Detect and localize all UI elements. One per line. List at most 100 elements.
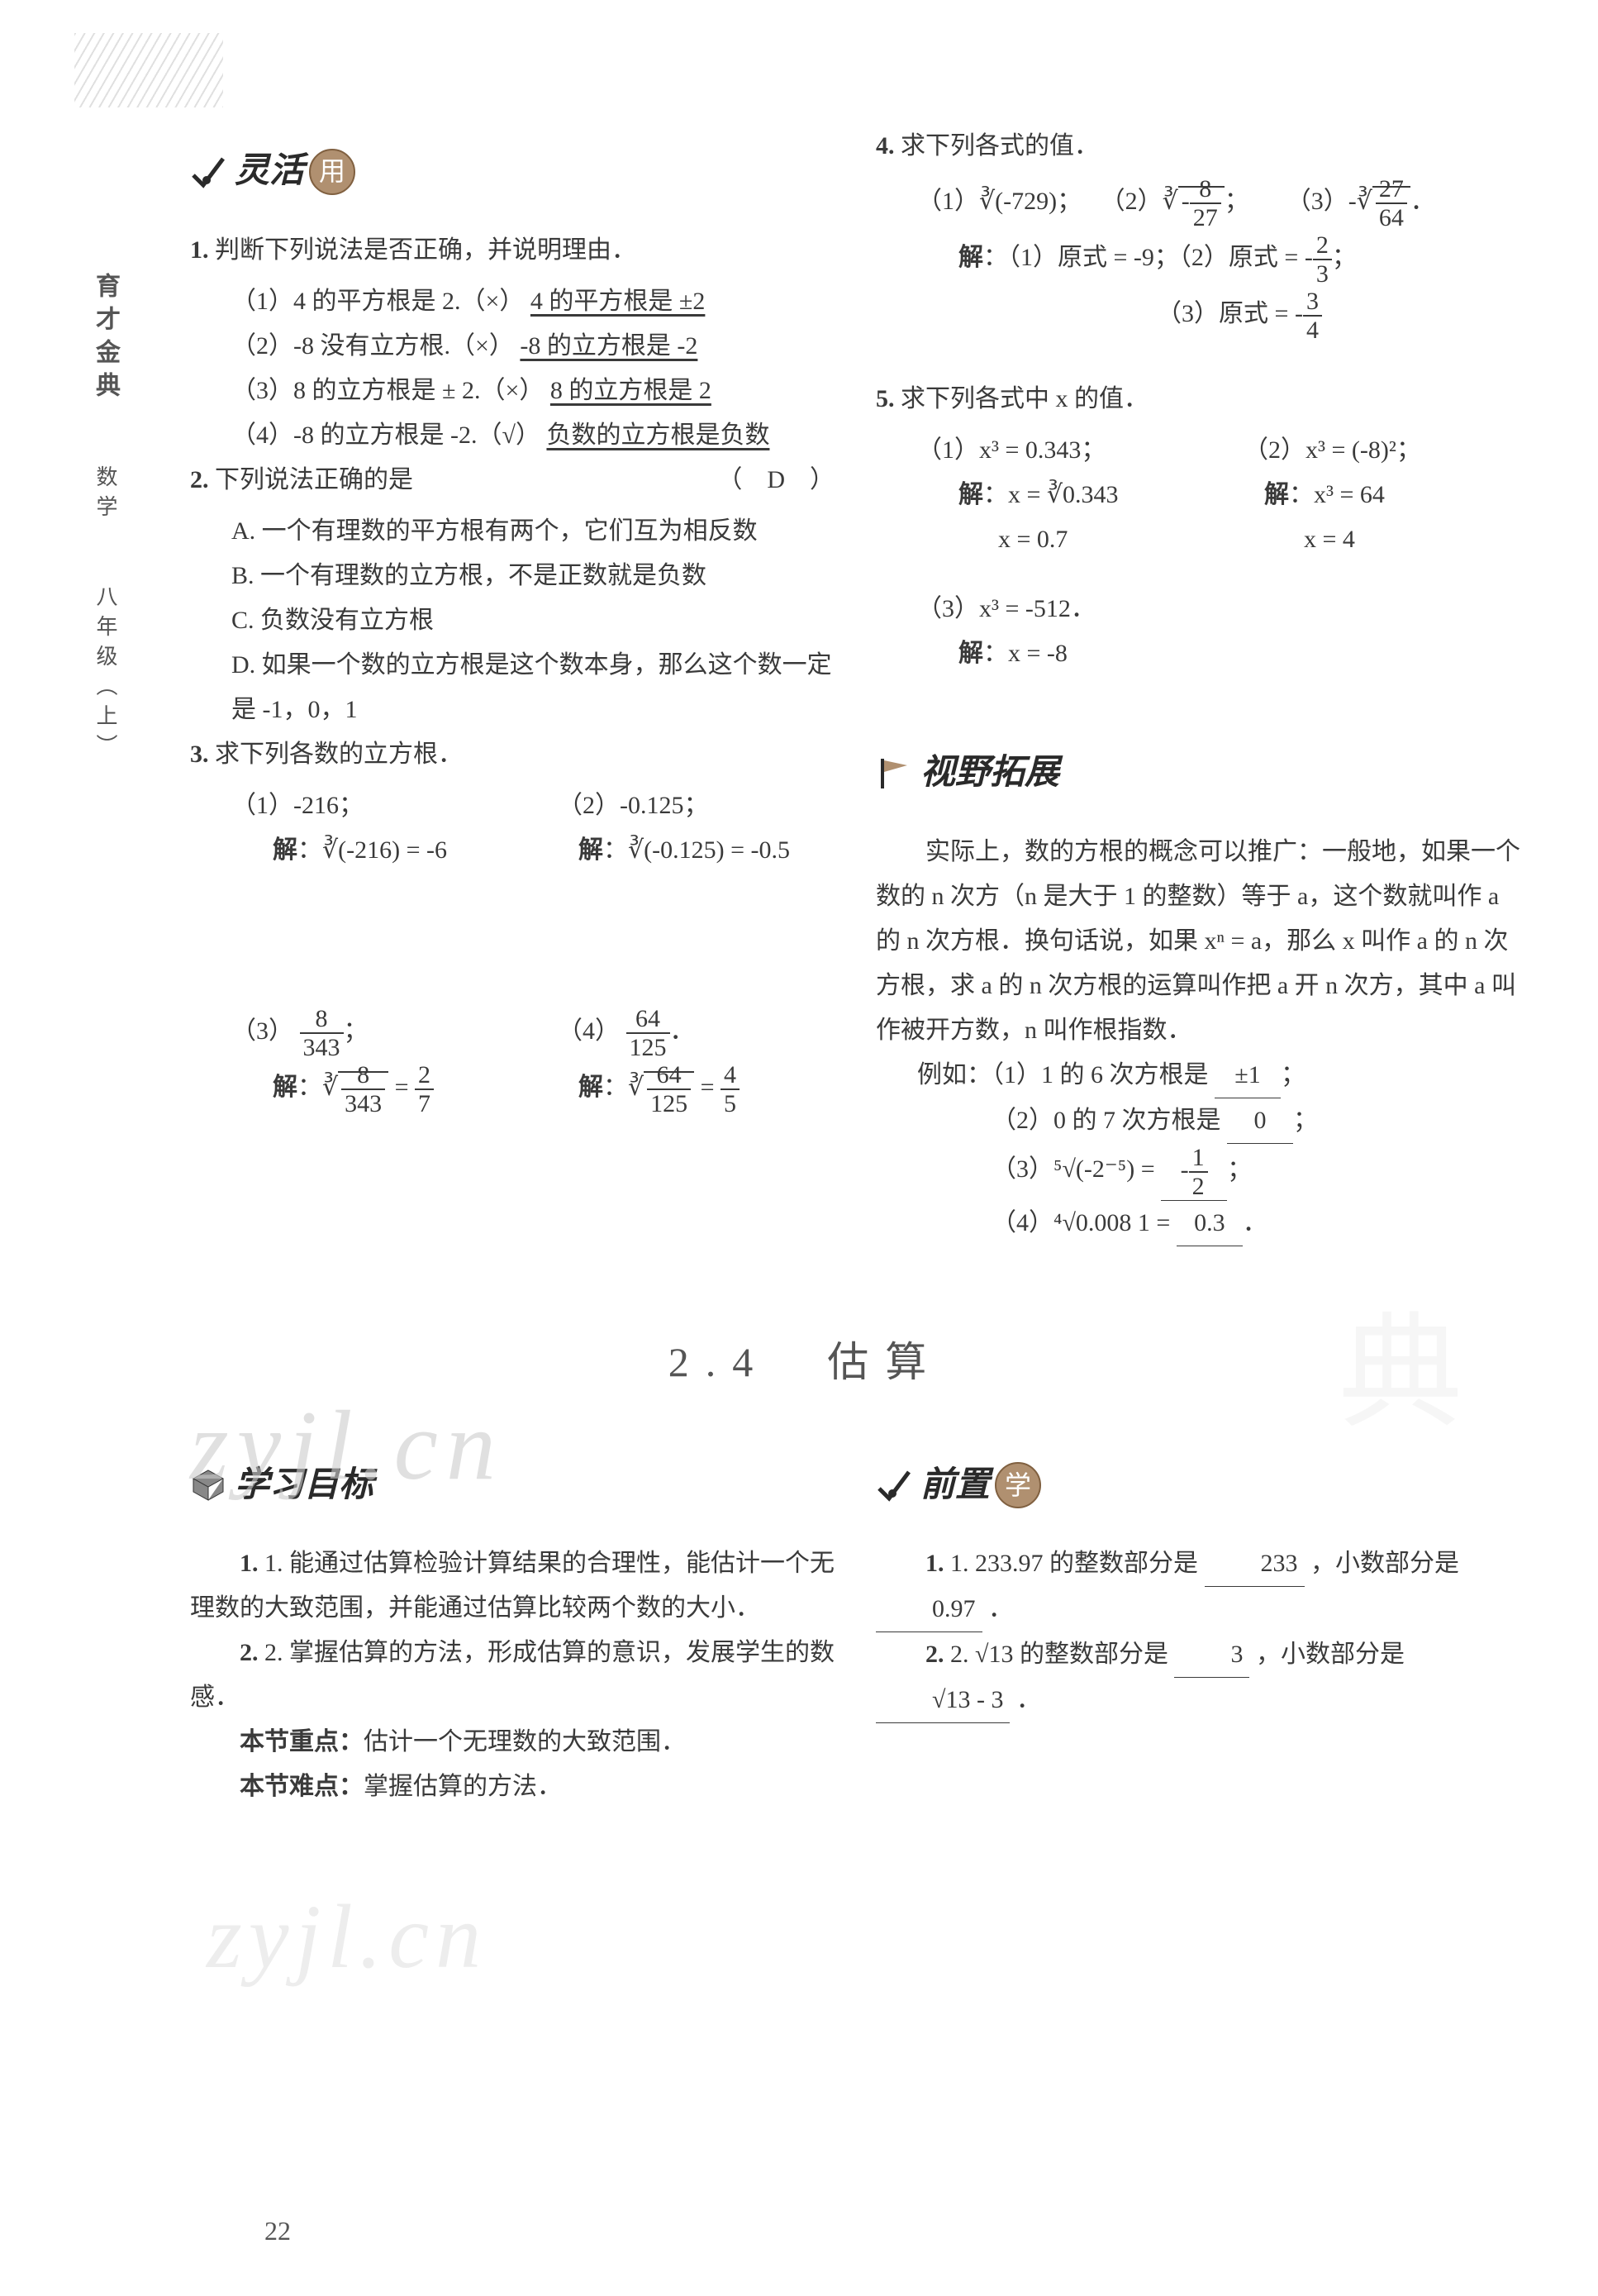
fn: 2 <box>415 1061 434 1090</box>
q1-p3b: ） <box>519 377 544 404</box>
fn: 2 <box>1313 231 1332 260</box>
q3-stem: 求下列各数的立方根． <box>215 741 463 768</box>
chapter-title: 2.4 估算 <box>91 1329 1520 1389</box>
goal-p1: 1. 1. 能通过估算检验计算结果的合理性，能估计一个无理数的大致范围，并能通过… <box>190 1541 835 1631</box>
q1-p3-mark: × <box>505 377 519 404</box>
q3-s3-res: 27 <box>415 1061 434 1117</box>
fn: 8 <box>1190 175 1221 204</box>
sol-label2: 解 <box>578 836 603 864</box>
section-header-linghuo: 灵活 用 <box>190 141 835 203</box>
q3-s4: 解：∛64125 = 45 <box>578 1061 835 1117</box>
e3a: （3）⁵√(-2⁻⁵) = <box>917 1155 1155 1183</box>
q1-p2: （2）-8 没有立方根.（×） -8 的立方根是 -2 <box>190 324 835 369</box>
q2-optA: A. 一个有理数的平方根有两个，它们互为相反数 <box>190 509 835 554</box>
fn: 27 <box>1376 175 1407 204</box>
fd: 27 <box>1190 204 1221 231</box>
frac-n: 8 <box>300 1005 344 1034</box>
q1-p4: （4）-8 的立方根是 -2.（√） 负数的立方根是负数 <box>190 413 835 458</box>
watermark-zyjl: zyjl.cn <box>190 1389 504 1503</box>
sol-label3: 解 <box>273 1073 297 1100</box>
q2-stem: 下列说法正确的是 <box>215 466 413 493</box>
br-q1-ans2: 0.97 <box>876 1587 982 1632</box>
expand-title: 视野拓展 <box>920 742 1059 805</box>
q3-s2: 解：∛(-0.125) = -0.5 <box>578 828 835 873</box>
q3-row1: （1）-216； （2）-0.125； <box>190 784 835 828</box>
diff-label: 本节难点： <box>240 1773 364 1800</box>
watermark-han: 典 <box>1339 1273 1462 1452</box>
frac-n: 64 <box>626 1005 670 1034</box>
bottom-right: 前置 学 1. 1. 233.97 的整数部分是 233 ，小数部分是 0.97… <box>876 1438 1520 1810</box>
q4-p2a: （2） <box>1101 188 1163 215</box>
fn: 8 <box>341 1061 385 1090</box>
q3-p1: （1）-216； <box>231 784 508 828</box>
q5-s3: 解：x = -8 <box>876 631 1520 676</box>
fd: 343 <box>341 1090 385 1117</box>
corner-hatch <box>74 33 223 107</box>
br-q2b: ，小数部分是 <box>1256 1641 1405 1668</box>
fd: 64 <box>1376 204 1407 231</box>
q1-p3a: （3）8 的立方根是 ± 2.（ <box>231 377 505 404</box>
q3-s3: 解：∛8343 = 27 <box>273 1061 529 1117</box>
root-arg: -827 <box>1178 186 1225 215</box>
q5-s3-text: ：x = -8 <box>983 640 1068 667</box>
section-title: 灵活 <box>235 141 304 203</box>
pill-yong: 用 <box>309 149 355 195</box>
q5-p3: （3）x³ = -512． <box>876 587 1520 631</box>
page-number: 22 <box>264 2216 291 2246</box>
kp-label: 本节重点： <box>240 1728 364 1755</box>
root-arg: 2764 <box>1372 186 1410 215</box>
q1-p4-mark: √ <box>502 422 515 449</box>
fd: 2 <box>1189 1173 1208 1200</box>
q1-p1b: ） <box>499 288 524 315</box>
fn: 4 <box>721 1061 740 1090</box>
ex-label: 例如： <box>917 1061 992 1088</box>
fd: 7 <box>415 1090 434 1117</box>
e3b: ； <box>1227 1155 1252 1183</box>
br-q1b: ，小数部分是 <box>1310 1550 1459 1577</box>
fn: 3 <box>1303 288 1322 317</box>
fd: 125 <box>647 1090 691 1117</box>
q5-s1b: x = 0.7 <box>958 526 1068 553</box>
br-q1c: ． <box>988 1595 1013 1622</box>
right-column: 4. 求下列各式的值． （1）∛(-729)； （2）∛-827； （3）-∛2… <box>876 124 1520 1246</box>
fd: 5 <box>721 1090 740 1117</box>
q4-s3: （3）原式 = -34 <box>876 288 1520 344</box>
sol-label: 解 <box>273 836 297 864</box>
keypoint: 本节重点：估计一个无理数的大致范围． <box>190 1720 835 1765</box>
br-q1-ans1: 233 <box>1205 1541 1305 1587</box>
left-column: 灵活 用 1. 判断下列说法是否正确，并说明理由． （1）4 的平方根是 2.（… <box>190 124 835 1246</box>
e2b: ； <box>1293 1107 1318 1134</box>
q3-p4: （4） 64125． <box>558 1005 835 1061</box>
check-person-icon <box>876 1467 912 1503</box>
q3-num: 3. <box>190 741 209 768</box>
q1-p4-ans: 负数的立方根是负数 <box>546 422 769 449</box>
e4a: （4）⁴√0.008 1 = <box>917 1209 1170 1236</box>
q4-parts: （1）∛(-729)； （2）∛-827； （3）-∛2764． <box>876 175 1520 231</box>
br-q1: 1. 1. 233.97 的整数部分是 233 ，小数部分是 0.97 ． <box>876 1541 1520 1632</box>
q3-s1: 解：∛(-216) = -6 <box>273 828 529 873</box>
watermark-zyjl-2: zyjl.cn <box>207 1884 487 1989</box>
fn: 1 <box>1189 1144 1208 1173</box>
q3-row2: （3） 8343； （4） 64125． <box>190 1005 835 1061</box>
root-arg: 64125 <box>644 1071 694 1100</box>
q4: 4. 求下列各式的值． <box>876 124 1520 169</box>
q3-p3: （3） 8343； <box>231 1005 508 1061</box>
q1-p2a: （2）-8 没有立方根.（ <box>231 332 475 360</box>
q2-num: 2. <box>190 466 209 493</box>
q1-p1-ans: 4 的平方根是 ±2 <box>530 288 705 315</box>
fd: 3 <box>1313 260 1332 288</box>
br-q2c: ． <box>1016 1686 1041 1713</box>
br-q2-ans2: √13 - 3 <box>876 1678 1010 1723</box>
expand-para: 实际上，数的方根的概念可以推广：一般地，如果一个数的 n 次方（n 是大于 1 … <box>876 830 1520 1053</box>
q3-s4-res: 45 <box>721 1061 740 1117</box>
qianzhi-title: 前置 <box>920 1455 990 1517</box>
q4-s1: ：（1）原式 = -9；（2）原式 = - <box>983 244 1313 271</box>
q2-ans: D <box>767 466 785 493</box>
q4-p2: （2）∛-827； <box>1101 186 1256 215</box>
e1b: ； <box>1281 1061 1306 1088</box>
q4-sol: 解：（1）原式 = -9；（2）原式 = -23； <box>876 231 1520 288</box>
e1a: （1）1 的 6 次方根是 <box>992 1061 1209 1088</box>
flag-icon <box>876 755 912 792</box>
e2a: （2）0 的 7 次方根是 <box>917 1107 1221 1134</box>
q3-p4-label: （4） <box>558 1017 620 1044</box>
